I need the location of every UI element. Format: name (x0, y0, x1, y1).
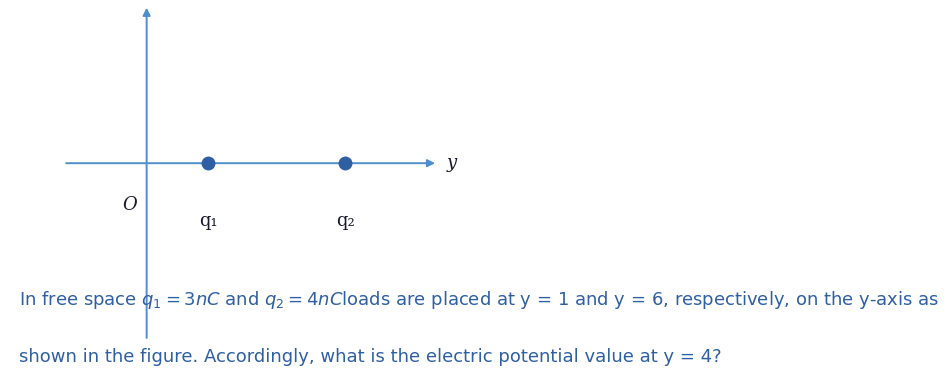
Text: O: O (122, 197, 137, 214)
Text: shown in the figure. Accordingly, what is the electric potential value at y = 4?: shown in the figure. Accordingly, what i… (19, 348, 722, 366)
Text: q₂: q₂ (336, 212, 355, 230)
Text: y: y (447, 154, 457, 172)
Text: In free space $q_1 = 3nC$ and $q_2 = 4nC$loads are placed at y = 1 and y = 6, re: In free space $q_1 = 3nC$ and $q_2 = 4nC… (19, 288, 938, 311)
Text: q₁: q₁ (199, 212, 218, 230)
